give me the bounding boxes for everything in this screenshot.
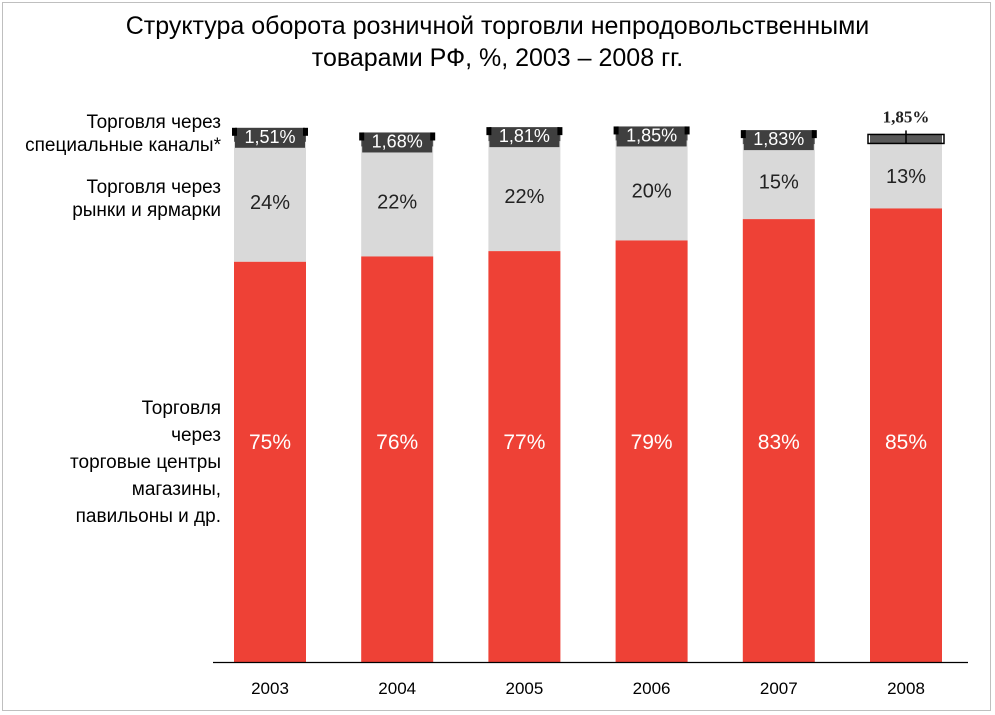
special-label-tick-left	[486, 127, 492, 136]
bar-segment-stores	[234, 261, 306, 662]
bar-segment-markets	[234, 141, 306, 262]
markets-value-label: 22%	[377, 191, 417, 213]
special-value-label: 1,85%	[626, 125, 677, 145]
series-label-line: рынки и ярмарки	[72, 200, 221, 221]
series-label-line: Торговля через	[86, 177, 221, 198]
special-label-tick-right	[557, 127, 563, 136]
special-label-box	[616, 126, 687, 147]
special-label-tick-right	[811, 130, 817, 139]
series-label-line: специальные каналы*	[25, 135, 221, 156]
bar-segment-markets	[488, 141, 561, 252]
x-tick-label: 2008	[887, 679, 925, 698]
special-value-label: 1,83%	[753, 129, 804, 149]
special-label-box	[362, 132, 433, 153]
series-label-line: магазины,	[131, 479, 221, 500]
x-tick-label: 2003	[251, 679, 289, 698]
stores-value-label: 76%	[376, 431, 418, 454]
series-label-line: через	[171, 425, 221, 446]
markets-value-label: 15%	[759, 172, 799, 194]
chart-title-line-1: Структура оборота розничной торговли неп…	[125, 12, 870, 40]
x-tick-label: 2005	[505, 679, 543, 698]
x-tick-label: 2004	[378, 679, 416, 698]
special-label-tick-left	[740, 130, 746, 139]
special-label-tick-left	[359, 132, 365, 141]
bar-segment-stores	[870, 208, 942, 662]
series-label-line: Торговля	[141, 398, 221, 419]
bar-segment-markets	[615, 140, 688, 241]
special-value-label: 1,51%	[244, 127, 295, 147]
series-label-line: павильоны и др.	[75, 506, 221, 527]
special-value-label: 1,81%	[499, 126, 550, 146]
special-label-tick-right	[430, 132, 436, 141]
bar-segment-stores	[361, 256, 434, 662]
special-label-box	[743, 130, 814, 151]
series-label-markets: Торговля через рынки и ярмарки	[0, 176, 221, 222]
special-label-tick-right	[303, 127, 308, 136]
chart-title-line-2: товарами РФ, %, 2003 – 2008 гг.	[311, 44, 684, 72]
x-tick-label: 2006	[633, 679, 671, 698]
bar-segment-markets	[361, 146, 434, 257]
stores-value-label: 85%	[885, 431, 927, 454]
series-label-stores: Торговля через торговые центры магазины, пав…	[0, 395, 221, 530]
x-tick-label: 2007	[760, 679, 798, 698]
stores-value-label: 77%	[503, 431, 545, 454]
bar-segment-stores	[615, 240, 688, 662]
bar-segment-stores	[488, 251, 561, 663]
bar-segment-stores	[742, 219, 815, 662]
chart-title: Структура оборота розничной торговли неп…	[0, 10, 995, 74]
special-value-label: 1,68%	[372, 131, 423, 151]
stores-value-label: 79%	[631, 431, 673, 454]
bar-segment-markets	[870, 143, 942, 209]
markets-value-label: 20%	[632, 180, 672, 202]
markets-value-label: 22%	[504, 186, 544, 208]
special-label-tick-left	[613, 126, 619, 135]
series-label-line: торговые центры	[70, 452, 221, 473]
stores-value-label: 83%	[758, 431, 800, 454]
stores-value-label: 75%	[249, 431, 291, 454]
special-value-label: 1,85%	[883, 107, 930, 126]
markets-value-label: 13%	[886, 166, 926, 188]
series-label-line: Торговля через	[86, 112, 221, 133]
series-label-special: Торговля через специальные каналы*	[0, 111, 221, 157]
special-label-tick-right	[684, 126, 690, 135]
special-label-box	[489, 127, 560, 148]
special-label-box	[235, 127, 305, 148]
bar-segment-markets	[742, 144, 815, 220]
special-label-tick-left	[232, 127, 237, 136]
markets-value-label: 24%	[250, 192, 290, 214]
